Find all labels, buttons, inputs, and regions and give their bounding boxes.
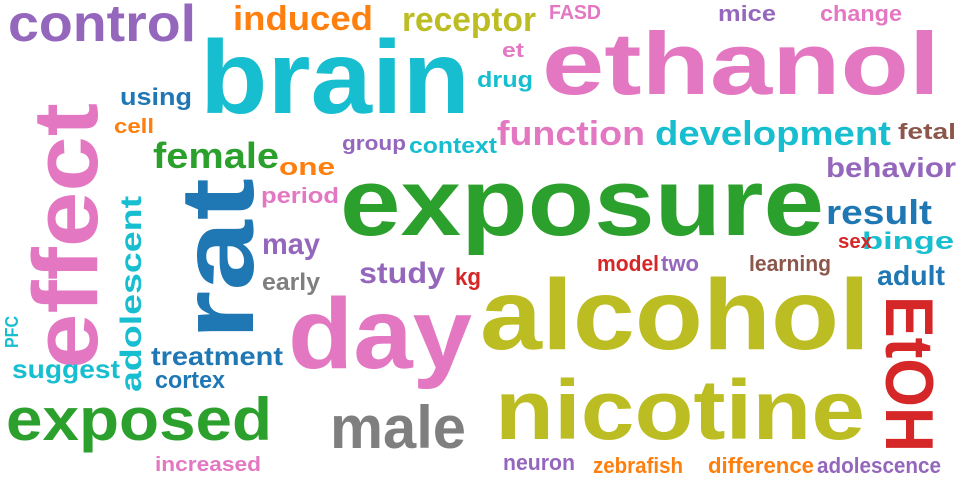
word-cortex: cortex <box>155 367 226 394</box>
word-brain: brain <box>200 20 471 136</box>
word-result: result <box>826 194 933 232</box>
word-rat: rat <box>160 178 276 340</box>
word-function: function <box>497 115 646 153</box>
word-fasd: FASD <box>549 2 602 24</box>
word-ethanol: ethanol <box>542 14 941 113</box>
word-female: female <box>153 135 280 176</box>
word-day: day <box>288 278 473 390</box>
word-cell: cell <box>114 116 154 138</box>
word-kg: kg <box>455 264 481 291</box>
word-alcohol: alcohol <box>480 259 870 371</box>
word-learning: learning <box>749 251 831 276</box>
word-neuron: neuron <box>503 450 576 475</box>
word-early: early <box>262 269 321 296</box>
word-induced: induced <box>233 0 373 38</box>
word-exposure: exposure <box>340 149 825 256</box>
word-male: male <box>330 394 466 461</box>
word-one: one <box>279 154 335 181</box>
word-adult: adult <box>877 260 946 291</box>
word-sex: sex <box>838 231 873 253</box>
word-adolescence: adolescence <box>817 453 942 478</box>
word-increased: increased <box>155 454 261 476</box>
word-pfc: PFC <box>2 315 22 348</box>
word-mice: mice <box>718 1 776 26</box>
word-context: context <box>409 133 498 158</box>
word-control: control <box>8 0 197 53</box>
word-etoh: EtOH <box>871 296 947 453</box>
word-may: may <box>262 228 321 261</box>
word-et: et <box>502 40 524 62</box>
word-two: two <box>661 251 700 276</box>
word-binge: binge <box>862 228 955 255</box>
word-model: model <box>597 251 660 276</box>
word-using: using <box>120 84 192 111</box>
word-study: study <box>359 257 446 290</box>
word-difference: difference <box>708 453 814 478</box>
word-exposed: exposed <box>6 386 273 453</box>
word-development: development <box>655 115 891 153</box>
word-treatment: treatment <box>151 341 283 371</box>
word-suggest: suggest <box>12 354 120 384</box>
word-group: group <box>342 133 407 155</box>
word-adolescent: adolescent <box>115 195 148 392</box>
word-nicotine: nicotine <box>495 363 865 457</box>
word-fetal: fetal <box>898 119 957 144</box>
word-receptor: receptor <box>402 1 537 39</box>
word-change: change <box>820 1 903 26</box>
word-effect: effect <box>15 102 117 369</box>
word-drug: drug <box>477 67 533 92</box>
word-zebrafish: zebrafish <box>593 453 684 478</box>
word-period: period <box>261 183 339 208</box>
word-behavior: behavior <box>826 152 957 183</box>
